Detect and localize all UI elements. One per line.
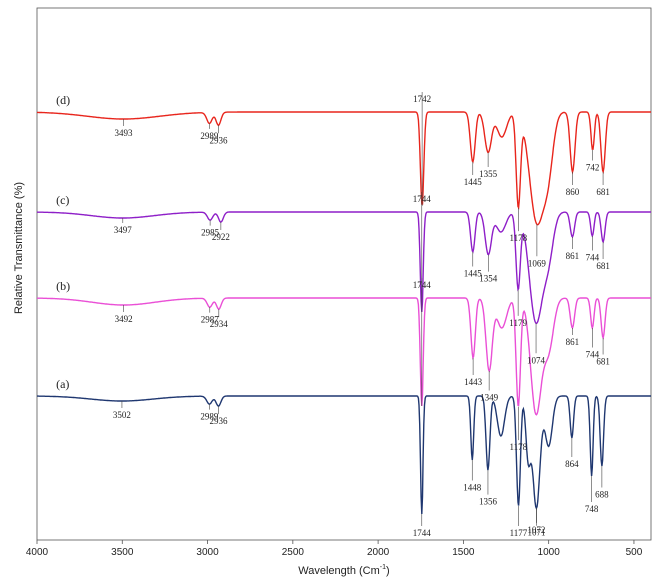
peak-label: 2985 bbox=[201, 228, 220, 238]
peak-label: 1445 bbox=[464, 177, 483, 187]
peak-label: 2987 bbox=[201, 315, 220, 325]
peak-label: 861 bbox=[566, 251, 580, 261]
peak-label: 864 bbox=[565, 459, 579, 469]
peak-label: 1354 bbox=[479, 274, 498, 284]
peak-label: 861 bbox=[566, 337, 580, 347]
peak-label: 1074 bbox=[527, 355, 546, 365]
peak-label: 2989 bbox=[200, 412, 219, 422]
peak-label: 1742 bbox=[413, 94, 431, 104]
series-label-b: (b) bbox=[56, 279, 70, 293]
peak-label: 1356 bbox=[479, 497, 498, 507]
peak-label: 681 bbox=[596, 187, 610, 197]
series-line-d bbox=[37, 111, 651, 226]
peak-label: 1179 bbox=[509, 318, 527, 328]
peak-label: 1072 bbox=[527, 525, 545, 535]
peak-label: 744 bbox=[586, 350, 600, 360]
y-axis-label: Relative Transmittance (%) bbox=[13, 182, 25, 314]
peak-label: 2936 bbox=[209, 416, 228, 426]
series-line-a bbox=[37, 395, 651, 515]
x-axis-label-main: Wavelength (Cm bbox=[298, 565, 380, 577]
peak-label: 1178 bbox=[509, 233, 527, 243]
peak-label: 1448 bbox=[463, 483, 482, 493]
peak-label: 2934 bbox=[210, 319, 229, 329]
peak-label: 744 bbox=[586, 253, 600, 263]
peak-label: 2989 bbox=[200, 131, 219, 141]
peak-label: 1071 bbox=[528, 528, 546, 538]
x-tick-label: 2500 bbox=[282, 547, 305, 558]
series-layer bbox=[36, 111, 651, 515]
x-tick-label: 1500 bbox=[452, 547, 475, 558]
plot-frame bbox=[36, 7, 652, 541]
x-axis-label-superscript: -1 bbox=[380, 564, 386, 571]
peak-label: 681 bbox=[596, 261, 610, 271]
peak-label: 1744 bbox=[413, 194, 432, 204]
x-axis-ticks: 4000 3500 3000 2500 2000 1500 1000 500 bbox=[26, 540, 643, 558]
x-tick-label: 3000 bbox=[196, 547, 219, 558]
peak-label: 860 bbox=[566, 187, 580, 197]
peak-label: 1177 bbox=[510, 528, 528, 538]
series-line-b bbox=[37, 297, 651, 416]
peak-label: 1445 bbox=[464, 269, 483, 279]
series-line-c bbox=[36, 211, 651, 325]
x-tick-label: 4000 bbox=[26, 547, 49, 558]
peak-label: 1744 bbox=[413, 528, 432, 538]
series-label-c: (c) bbox=[56, 193, 69, 207]
peak-label: 3502 bbox=[113, 410, 131, 420]
x-tick-label: 3500 bbox=[111, 547, 134, 558]
peak-label: 3493 bbox=[114, 128, 133, 138]
x-tick-label: 1000 bbox=[538, 547, 561, 558]
x-tick-label: 500 bbox=[626, 547, 643, 558]
peak-label: 1178 bbox=[509, 442, 527, 452]
x-axis-label-close: ) bbox=[386, 565, 390, 577]
annotation-layer: (d)3493 298929361742144513551178106986074… bbox=[56, 92, 610, 538]
peak-label: 681 bbox=[596, 357, 610, 367]
peak-label: 688 bbox=[595, 490, 609, 500]
x-axis-label: Wavelength (Cm-1) bbox=[298, 564, 389, 577]
peak-label: 3497 bbox=[114, 225, 133, 235]
series-label-d: (d) bbox=[56, 93, 70, 107]
peak-label: 1355 bbox=[479, 169, 498, 179]
peak-label: 3492 bbox=[115, 314, 133, 324]
peak-label: 748 bbox=[585, 504, 599, 514]
peak-label: 1744 bbox=[413, 280, 432, 290]
peak-label: 1069 bbox=[528, 258, 547, 268]
peak-label: 2922 bbox=[212, 232, 230, 242]
peak-label: 1443 bbox=[464, 377, 483, 387]
peak-label: 2936 bbox=[209, 135, 228, 145]
peak-label: 742 bbox=[586, 163, 600, 173]
peak-label: 1349 bbox=[480, 392, 499, 402]
x-tick-label: 2000 bbox=[367, 547, 390, 558]
series-label-a: (a) bbox=[56, 377, 69, 391]
